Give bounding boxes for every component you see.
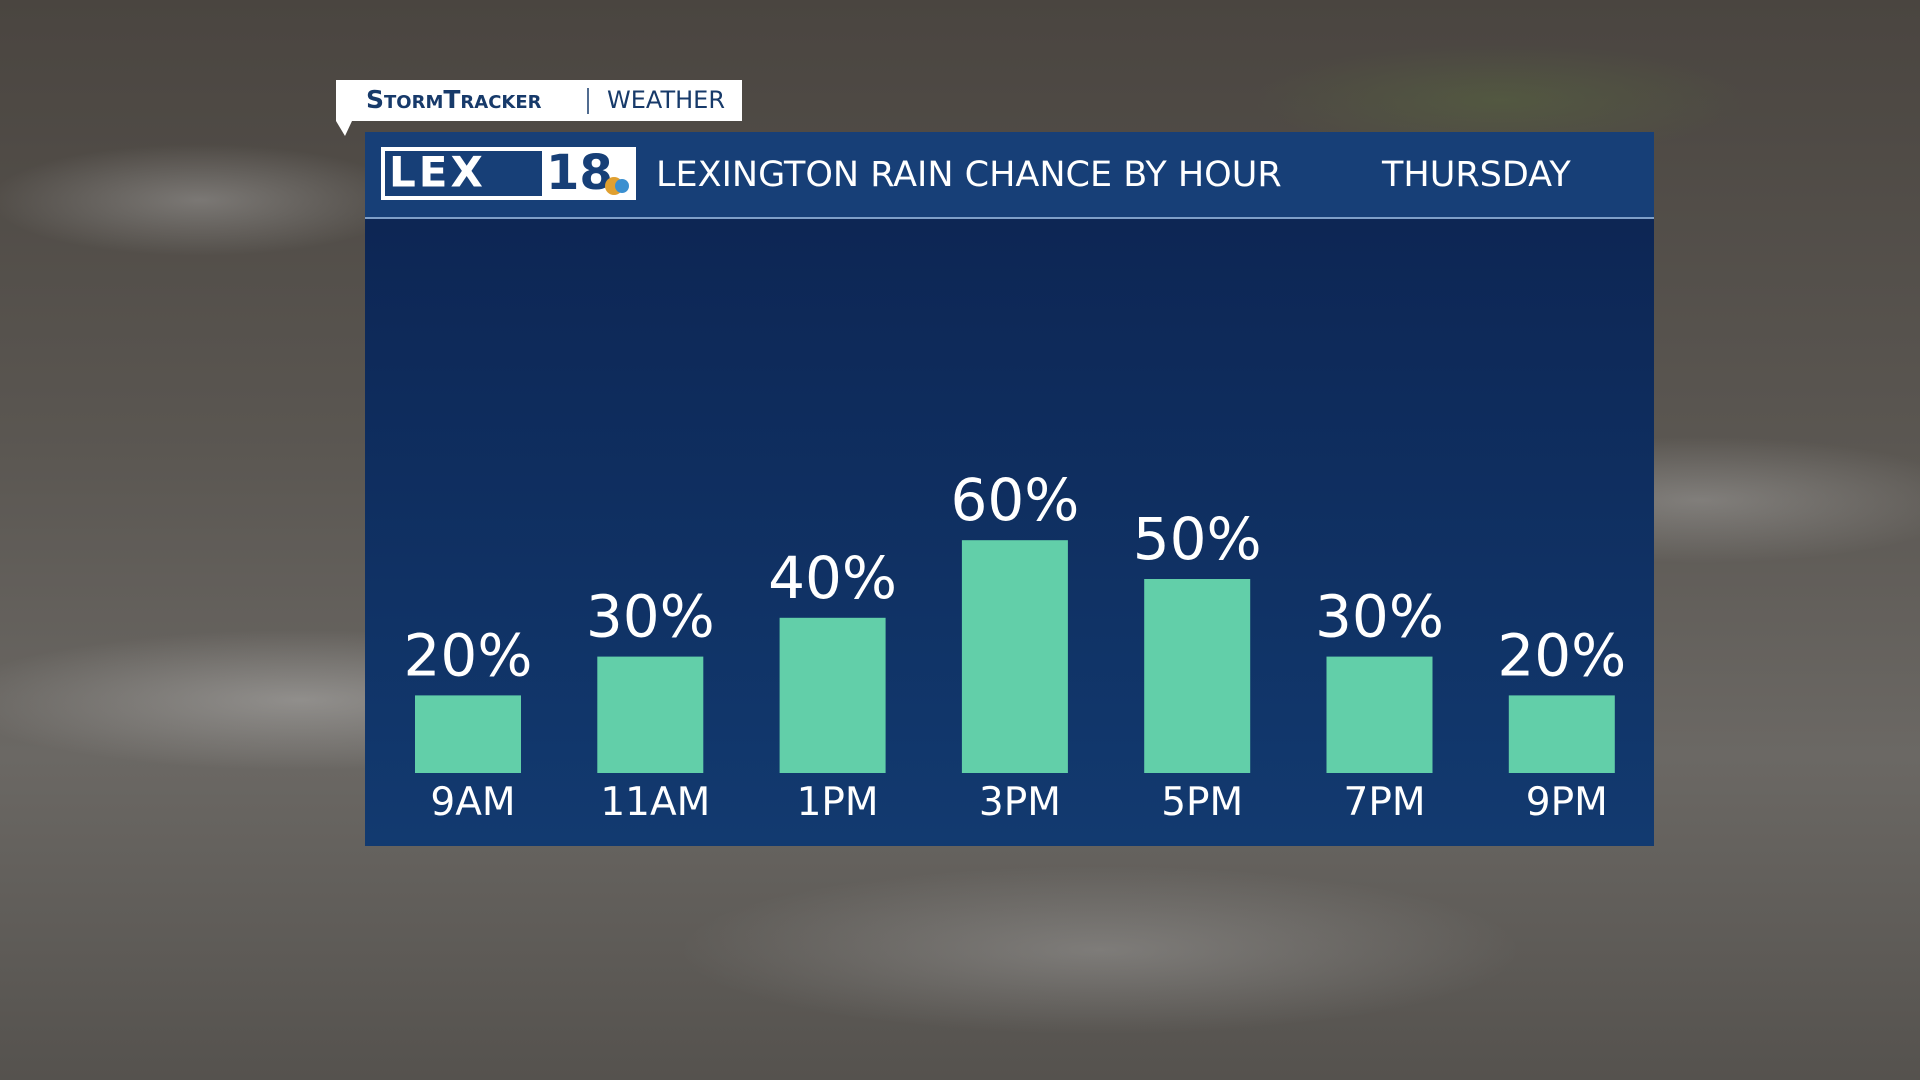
bar: [415, 695, 521, 773]
x-tick-label: 9PM: [1526, 780, 1608, 825]
bar: [961, 540, 1068, 773]
x-tick-label: 9AM: [430, 780, 515, 825]
value-label: 60%: [950, 466, 1079, 534]
brand: StormTracker: [366, 85, 542, 114]
x-tick-label: 7PM: [1344, 780, 1426, 825]
chart-title: LEXINGTON RAIN CHANCE BY HOUR: [656, 155, 1282, 195]
bar: [1508, 695, 1615, 773]
value-label: 40%: [768, 544, 897, 612]
bar: [1144, 579, 1251, 773]
logo-number: 18: [546, 145, 613, 201]
logo-letters: LEX: [389, 148, 486, 197]
x-tick-label: 11AM: [600, 780, 710, 825]
logo-peacock: [615, 179, 629, 193]
x-tick-label: 3PM: [979, 780, 1061, 825]
bar: [597, 656, 704, 773]
value-label: 20%: [1497, 621, 1626, 689]
bar: [1326, 656, 1433, 773]
x-tick-label: 5PM: [1161, 780, 1243, 825]
value-label: 20%: [404, 621, 533, 689]
value-label: 30%: [586, 583, 715, 651]
value-label: 50%: [1133, 505, 1262, 573]
x-tick-label: 1PM: [797, 780, 879, 825]
bar: [779, 617, 886, 773]
value-label: 30%: [1315, 583, 1444, 651]
section: WEATHER: [607, 86, 725, 114]
logo-inner: [385, 151, 542, 196]
brand-tag: [336, 80, 742, 136]
chart-subtitle: THURSDAY: [1381, 155, 1571, 195]
